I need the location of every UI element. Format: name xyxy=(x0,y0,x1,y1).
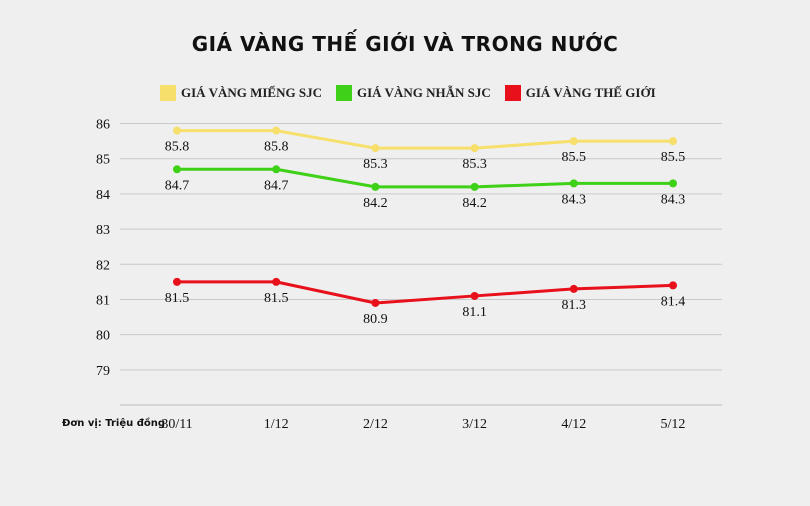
data-label: 81.1 xyxy=(462,305,487,320)
data-point xyxy=(173,277,181,286)
y-tick-label: 85 xyxy=(96,153,110,168)
data-label: 85.8 xyxy=(264,140,289,155)
legend-swatch-sjc-ring xyxy=(335,85,352,101)
y-tick-label: 80 xyxy=(96,329,110,344)
data-label: 81.3 xyxy=(562,298,587,313)
legend: GIÁ VÀNG MIẾNG SJC GIÁ VÀNG NHẪN SJC GIÁ… xyxy=(160,85,656,101)
legend-swatch-sjc-bar xyxy=(160,85,176,101)
data-point xyxy=(371,298,380,307)
data-point xyxy=(173,165,181,174)
data-label: 81.4 xyxy=(661,294,686,309)
y-tick-label: 86 xyxy=(96,118,110,133)
legend-item-sjc-bar: GIÁ VÀNG MIẾNG SJC xyxy=(160,85,322,101)
data-label: 85.5 xyxy=(562,150,587,165)
data-label: 80.9 xyxy=(363,312,388,327)
x-tick-label: 3/12 xyxy=(462,417,487,432)
legend-swatch-world xyxy=(504,85,521,101)
data-point xyxy=(470,182,479,191)
y-tick-label: 79 xyxy=(96,364,110,379)
data-label: 85.3 xyxy=(462,157,487,172)
series-line-2 xyxy=(177,280,674,305)
legend-label-world: GIÁ VÀNG THẾ GIỚI xyxy=(525,85,656,100)
y-tick-label: 82 xyxy=(96,258,110,273)
data-label: 84.3 xyxy=(661,192,686,207)
series-line-1 xyxy=(177,167,673,189)
data-point xyxy=(470,144,479,153)
data-label: 85.3 xyxy=(363,157,388,172)
data-point xyxy=(669,179,677,188)
y-tick-label: 83 xyxy=(96,223,110,238)
data-label: 84.2 xyxy=(363,196,388,211)
data-point xyxy=(569,137,578,146)
data-point xyxy=(669,137,677,146)
chart-title: GIÁ VÀNG THẾ GIỚI VÀ TRONG NƯỚC xyxy=(191,32,619,56)
x-tick-label: 2/12 xyxy=(363,417,388,432)
x-tick-label: 5/12 xyxy=(661,417,686,432)
data-point xyxy=(272,277,281,286)
data-point xyxy=(371,144,380,153)
x-tick-label: 4/12 xyxy=(561,417,586,432)
legend-item-sjc-ring: GIÁ VÀNG NHẪN SJC xyxy=(335,85,491,101)
data-label: 84.7 xyxy=(264,178,289,193)
legend-label-sjc-bar: GIÁ VÀNG MIẾNG SJC xyxy=(181,85,322,100)
data-point xyxy=(569,284,578,293)
data-point xyxy=(173,126,181,135)
data-point xyxy=(669,281,677,290)
y-tick-label: 81 xyxy=(96,293,110,308)
data-label: 81.5 xyxy=(264,291,289,306)
data-point xyxy=(569,179,578,188)
unit-label: Đơn vị: Triệu đồng xyxy=(62,418,166,429)
x-tick-label: 1/12 xyxy=(264,417,289,432)
data-label: 85.8 xyxy=(165,140,190,155)
data-label: 84.3 xyxy=(562,192,587,207)
series-line-0 xyxy=(177,129,673,150)
y-tick-label: 84 xyxy=(96,188,110,203)
data-label: 85.5 xyxy=(661,150,686,165)
data-point xyxy=(371,182,380,191)
data-point xyxy=(272,165,281,174)
data-point xyxy=(470,291,479,300)
x-tick-label: 30/11 xyxy=(161,417,192,432)
data-label: 81.5 xyxy=(165,291,190,306)
data-point xyxy=(272,126,281,135)
legend-item-world: GIÁ VÀNG THẾ GIỚI xyxy=(504,85,656,101)
data-label: 84.2 xyxy=(462,196,487,211)
legend-label-sjc-ring: GIÁ VÀNG NHẪN SJC xyxy=(356,85,491,100)
data-label: 84.7 xyxy=(165,178,190,193)
